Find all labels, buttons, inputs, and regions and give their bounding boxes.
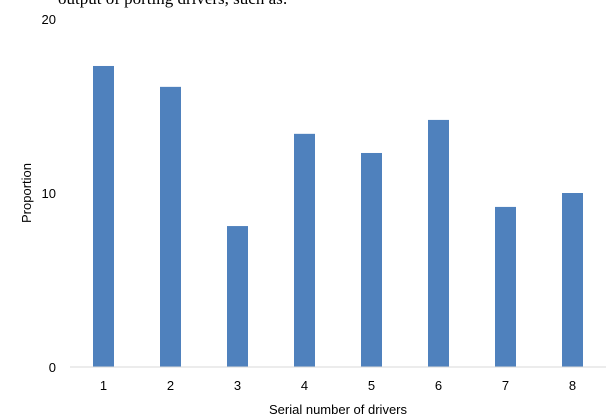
x-tick-label: 3 xyxy=(234,378,241,393)
bar xyxy=(93,65,114,367)
bar xyxy=(428,119,449,367)
x-tick-label: 8 xyxy=(569,378,576,393)
x-tick-label: 7 xyxy=(502,378,509,393)
bar xyxy=(495,206,516,367)
y-tick-label: 20 xyxy=(42,12,56,27)
bar xyxy=(361,152,382,367)
y-tick-label: 0 xyxy=(49,360,56,375)
y-axis-ticks: 0 10 20 xyxy=(42,12,56,375)
y-tick-label: 10 xyxy=(42,186,56,201)
x-tick-label: 1 xyxy=(100,378,107,393)
x-tick-label: 2 xyxy=(167,378,174,393)
x-axis-ticks: 1 2 3 4 5 6 7 8 xyxy=(100,378,576,393)
bar xyxy=(227,226,248,367)
bar xyxy=(160,86,181,368)
y-axis-title: Proportion xyxy=(19,163,34,223)
cropped-caption-text: output of porting drivers, such as: xyxy=(58,0,287,9)
x-tick-label: 6 xyxy=(435,378,442,393)
bar xyxy=(294,133,315,367)
x-tick-label: 4 xyxy=(301,378,308,393)
bars xyxy=(93,65,583,368)
bar xyxy=(562,193,583,367)
x-tick-label: 5 xyxy=(368,378,375,393)
x-axis-title: Serial number of drivers xyxy=(269,402,407,417)
